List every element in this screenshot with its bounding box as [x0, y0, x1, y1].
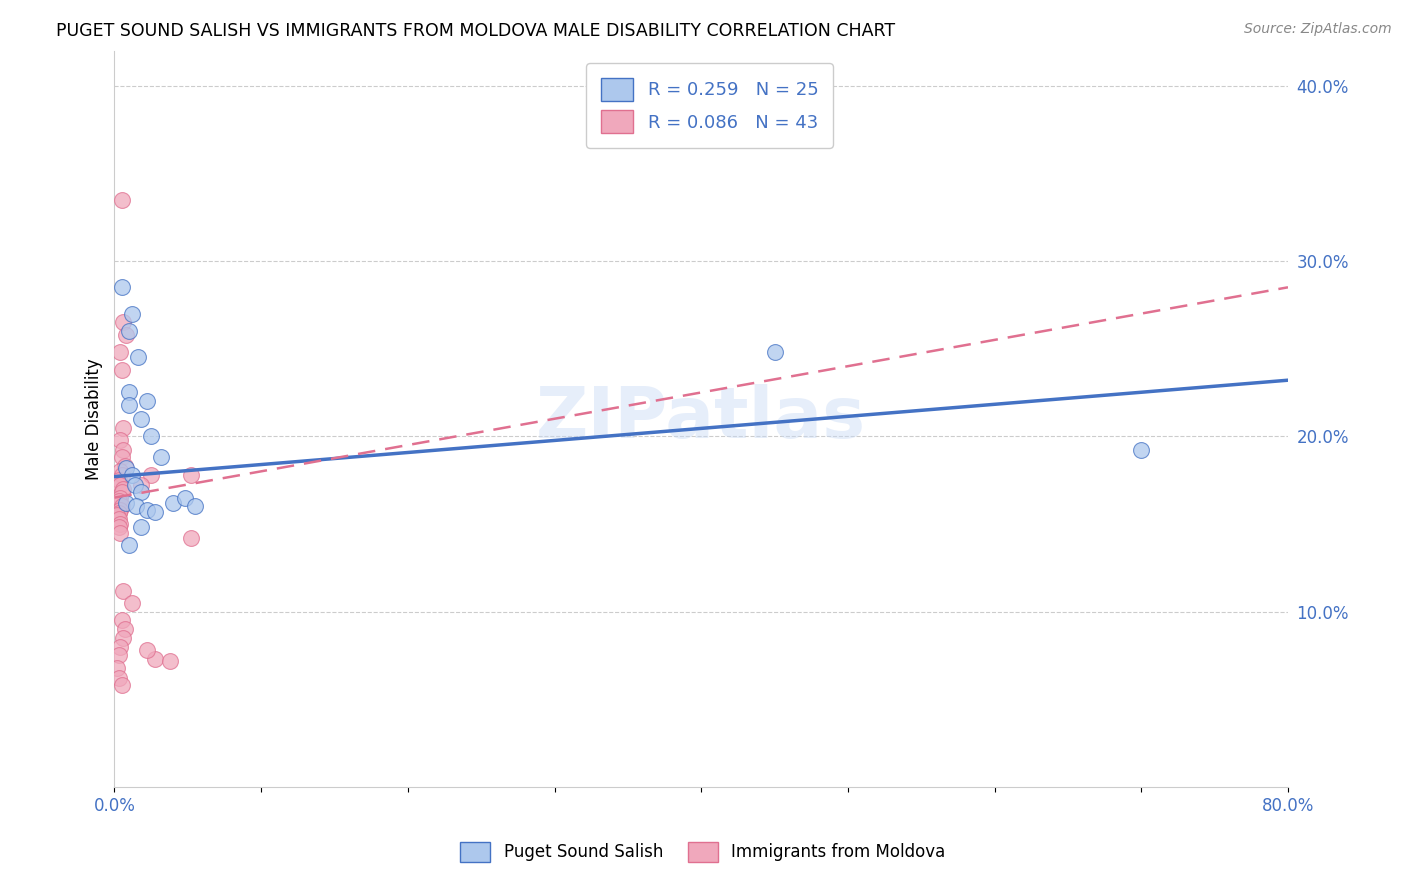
- Point: [111, 280, 134, 294]
- Point: [111, 485, 134, 500]
- Point: [129, 411, 152, 425]
- Point: [110, 516, 132, 531]
- Point: [111, 467, 134, 482]
- Point: [111, 500, 134, 514]
- Point: [111, 450, 134, 465]
- Legend: R = 0.259   N = 25, R = 0.086   N = 43: R = 0.259 N = 25, R = 0.086 N = 43: [586, 63, 832, 148]
- Point: [110, 525, 132, 540]
- Point: [184, 500, 207, 514]
- Point: [139, 429, 162, 443]
- Point: [135, 394, 157, 409]
- Point: [110, 345, 132, 359]
- Point: [121, 307, 143, 321]
- Point: [145, 652, 167, 666]
- Point: [121, 467, 143, 482]
- Point: [110, 464, 132, 478]
- Point: [112, 482, 135, 496]
- Point: [114, 622, 136, 636]
- Point: [110, 503, 132, 517]
- Point: [125, 500, 148, 514]
- Point: [135, 503, 157, 517]
- Text: Source: ZipAtlas.com: Source: ZipAtlas.com: [1244, 22, 1392, 37]
- Point: [108, 494, 131, 508]
- Point: [129, 520, 152, 534]
- Point: [115, 460, 138, 475]
- Y-axis label: Male Disability: Male Disability: [86, 358, 103, 480]
- Point: [180, 531, 202, 545]
- Legend: Puget Sound Salish, Immigrants from Moldova: Puget Sound Salish, Immigrants from Mold…: [451, 833, 955, 871]
- Point: [110, 491, 132, 505]
- Point: [112, 443, 135, 458]
- Point: [180, 467, 202, 482]
- Point: [118, 385, 141, 400]
- Point: [1130, 443, 1153, 458]
- Point: [115, 327, 138, 342]
- Text: PUGET SOUND SALISH VS IMMIGRANTS FROM MOLDOVA MALE DISABILITY CORRELATION CHART: PUGET SOUND SALISH VS IMMIGRANTS FROM MO…: [56, 22, 896, 40]
- Point: [129, 478, 152, 492]
- Point: [118, 398, 141, 412]
- Point: [112, 420, 135, 434]
- Point: [108, 473, 131, 487]
- Point: [118, 324, 141, 338]
- Point: [111, 613, 134, 627]
- Point: [110, 478, 132, 492]
- Point: [124, 478, 146, 492]
- Point: [763, 345, 786, 359]
- Point: [145, 505, 167, 519]
- Point: [127, 351, 149, 365]
- Point: [159, 654, 181, 668]
- Point: [111, 678, 134, 692]
- Point: [135, 643, 157, 657]
- Point: [111, 193, 134, 207]
- Point: [173, 491, 195, 505]
- Point: [108, 520, 131, 534]
- Point: [105, 508, 128, 523]
- Point: [139, 467, 162, 482]
- Point: [108, 648, 131, 663]
- Text: ZIPatlas: ZIPatlas: [536, 384, 866, 453]
- Point: [115, 496, 138, 510]
- Point: [150, 450, 173, 465]
- Point: [112, 315, 135, 329]
- Point: [118, 538, 141, 552]
- Point: [111, 362, 134, 376]
- Point: [108, 511, 131, 525]
- Point: [129, 485, 152, 500]
- Point: [112, 583, 135, 598]
- Point: [105, 660, 128, 674]
- Point: [121, 596, 143, 610]
- Point: [108, 507, 131, 521]
- Point: [162, 496, 184, 510]
- Point: [110, 433, 132, 447]
- Point: [114, 459, 136, 474]
- Point: [108, 671, 131, 685]
- Point: [110, 640, 132, 654]
- Point: [112, 631, 135, 645]
